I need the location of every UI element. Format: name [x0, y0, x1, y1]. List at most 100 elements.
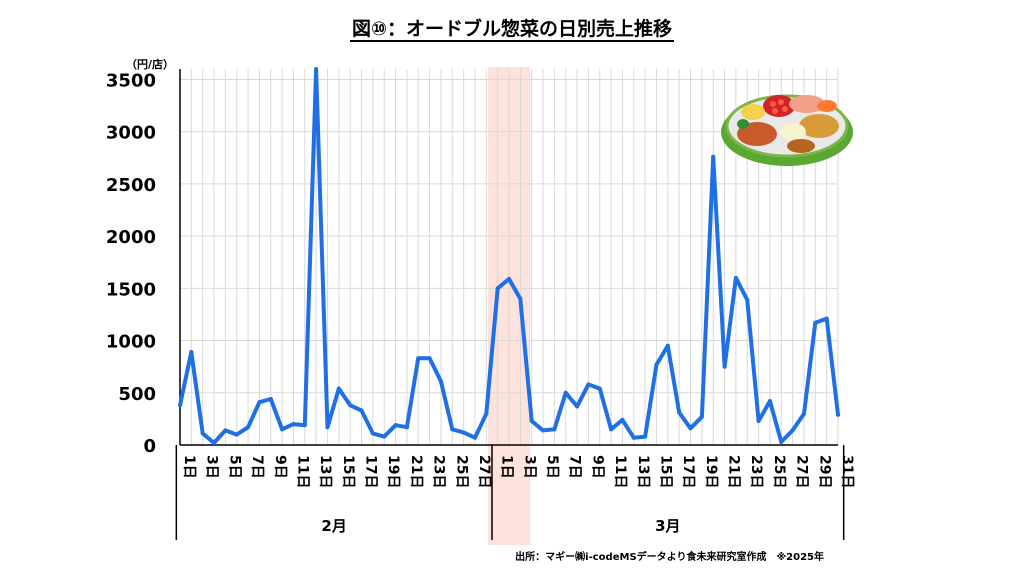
data-point	[597, 386, 602, 391]
data-point	[665, 343, 670, 348]
data-point	[699, 414, 704, 419]
x-tick-label: 15日	[340, 455, 356, 488]
data-point	[336, 386, 341, 391]
data-point	[370, 431, 375, 436]
data-point	[246, 425, 251, 430]
data-point	[745, 297, 750, 302]
data-point	[416, 356, 421, 361]
source-note: 出所：マギー㈱i-codeMSデータより食未来研究室作成 ※2025年	[515, 552, 824, 563]
data-point	[484, 411, 489, 416]
series-layer	[178, 67, 840, 445]
data-point	[552, 427, 557, 432]
data-point	[359, 408, 364, 413]
data-point	[427, 356, 432, 361]
x-tick-label: 21日	[408, 455, 424, 488]
x-group-label: 2月	[321, 517, 346, 535]
data-point	[495, 286, 500, 291]
data-point	[212, 440, 217, 445]
data-point	[677, 410, 682, 415]
data-point	[790, 428, 795, 433]
data-point	[461, 430, 466, 435]
data-point	[438, 379, 443, 384]
data-point	[404, 425, 409, 430]
x-tick-label: 3日	[521, 455, 537, 479]
data-point	[314, 67, 319, 71]
hors-d-oeuvre-platter-icon	[721, 94, 853, 166]
data-point	[291, 422, 296, 427]
x-group-label: 3月	[655, 517, 680, 535]
data-point	[234, 432, 239, 437]
data-point	[733, 275, 738, 280]
data-point	[824, 316, 829, 321]
data-point	[813, 320, 818, 325]
data-point	[280, 427, 285, 432]
data-point	[178, 403, 182, 408]
x-tick-label: 21日	[726, 455, 742, 488]
y-tick-label: 1000	[106, 332, 156, 353]
data-point	[450, 427, 455, 432]
x-tick-label: 31日	[839, 455, 855, 488]
y-tick-label: 2500	[106, 175, 156, 196]
data-point	[257, 400, 262, 405]
data-point	[541, 428, 546, 433]
data-point	[223, 428, 228, 433]
x-tick-label: 25日	[453, 455, 469, 488]
data-point	[631, 435, 636, 440]
y-axis-unit-label: （円/店）	[126, 57, 174, 71]
x-tick-label: 23日	[431, 455, 447, 488]
x-tick-label: 13日	[317, 455, 333, 488]
data-point	[722, 364, 727, 369]
y-tick-label: 0	[143, 436, 156, 457]
x-tick-label: 11日	[612, 455, 628, 488]
x-tick-label: 3日	[204, 455, 220, 479]
x-tick-label: 15日	[657, 455, 673, 488]
y-tick-label: 500	[118, 384, 156, 405]
y-tick-label: 3500	[106, 70, 156, 91]
y-tick-label: 3000	[106, 123, 156, 144]
data-point	[529, 418, 534, 423]
y-tick-label: 1500	[106, 279, 156, 300]
data-point	[801, 411, 806, 416]
x-tick-label: 29日	[816, 455, 832, 488]
x-tick-label: 17日	[680, 455, 696, 488]
x-tick-label: 9日	[589, 455, 605, 479]
x-tick-label: 9日	[272, 455, 288, 479]
y-tick-label: 2000	[106, 227, 156, 248]
x-tick-label: 1日	[181, 455, 197, 479]
data-point	[836, 412, 840, 417]
data-point	[393, 423, 398, 428]
x-tick-label: 27日	[476, 455, 492, 488]
x-tick-label: 27日	[794, 455, 810, 488]
data-point	[302, 423, 307, 428]
data-point	[382, 434, 387, 439]
x-tick-label: 5日	[544, 455, 560, 479]
axis-layer	[175, 69, 845, 540]
data-point	[609, 427, 614, 432]
data-point	[756, 418, 761, 423]
x-tick-label: 17日	[363, 455, 379, 488]
x-tick-label: 11日	[294, 455, 310, 488]
data-point	[325, 425, 330, 430]
data-point	[767, 399, 772, 404]
data-point	[348, 403, 353, 408]
x-tick-label: 19日	[385, 455, 401, 488]
x-tick-label: 25日	[771, 455, 787, 488]
data-point	[586, 382, 591, 387]
x-tick-label: 7日	[567, 455, 583, 479]
data-point	[472, 435, 477, 440]
data-point	[268, 397, 273, 402]
x-tick-label: 5日	[226, 455, 242, 479]
x-tick-label: 1日	[499, 455, 515, 479]
data-point	[563, 390, 568, 395]
chart-title: 図⑩：オードブル惣菜の日別売上推移	[349, 18, 675, 42]
data-point	[189, 350, 194, 355]
data-point	[575, 404, 580, 409]
x-tick-label: 7日	[249, 455, 265, 479]
data-point	[779, 439, 784, 444]
data-point	[507, 276, 511, 281]
data-point	[200, 431, 205, 436]
data-point	[518, 296, 523, 301]
data-point	[620, 417, 625, 422]
